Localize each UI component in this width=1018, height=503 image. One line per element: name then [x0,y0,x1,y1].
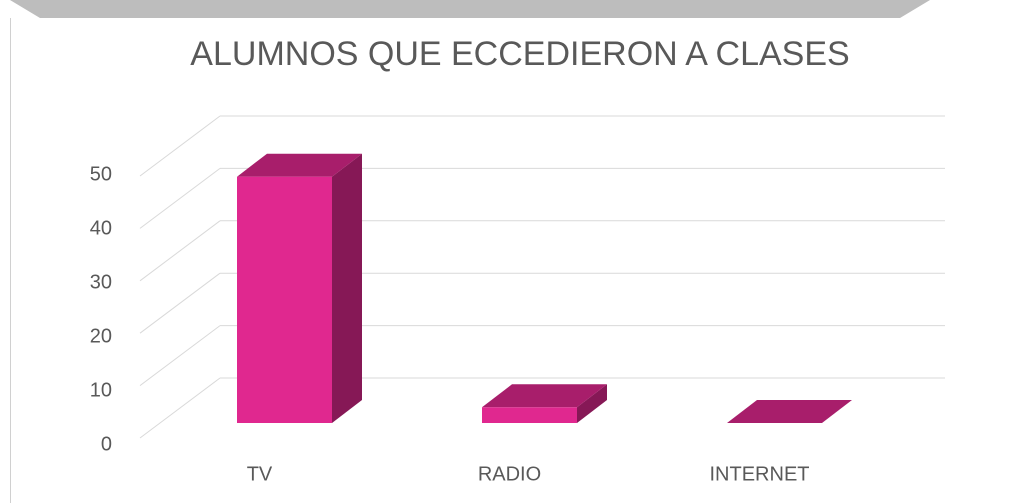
chart-title: ALUMNOS QUE ECCEDIERON A CLASES [190,35,849,73]
x-tick-label: INTERNET [710,463,810,485]
grid-line-side [139,272,221,334]
grid-line-side [139,325,221,387]
x-tick-label: RADIO [478,463,541,485]
x-tick-label: TV [247,463,273,485]
y-tick-label: 0 [101,433,112,455]
grid-line-side [139,220,221,282]
bar [482,407,577,423]
bar-top [727,400,852,423]
y-tick-label: 30 [90,271,112,293]
y-tick-label: 50 [90,163,112,185]
top-image-strip [10,0,930,18]
bar-side [577,384,607,423]
bar [237,176,332,423]
bar-top [482,384,607,408]
grid-line-side [139,115,221,177]
grid-line-side [139,377,221,439]
y-tick-label: 20 [90,325,112,347]
bar-top [237,153,362,177]
y-tick-label: 10 [90,379,112,401]
bar-side [332,153,362,423]
y-tick-label: 40 [90,217,112,239]
grid-line-side [139,167,221,229]
